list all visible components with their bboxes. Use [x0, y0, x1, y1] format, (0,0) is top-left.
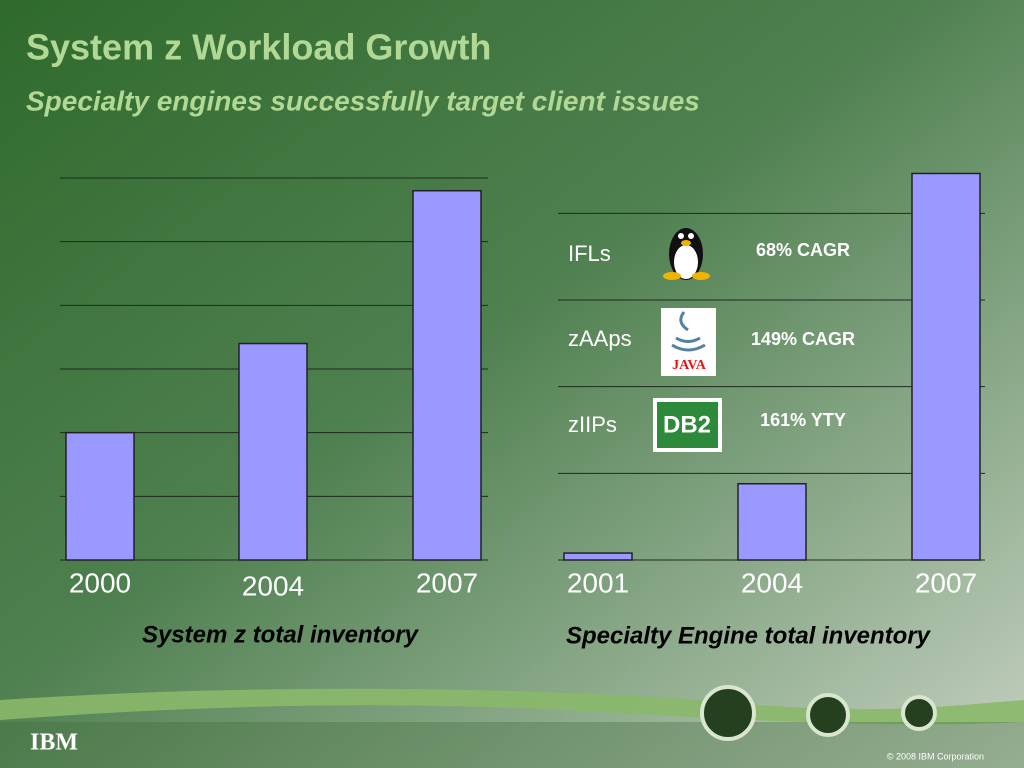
bar [911, 172, 981, 561]
x-axis-label: System z total inventory [142, 621, 420, 648]
java-logo: JAVA [661, 308, 716, 376]
bar [412, 189, 482, 561]
slide-subtitle: Specialty engines successfully target cl… [26, 85, 700, 116]
annotation-note: 68% CAGR [756, 240, 850, 260]
java-logo-text: JAVA [672, 358, 707, 373]
footer-band [0, 722, 1024, 768]
decor-circle [901, 695, 937, 731]
db2-logo: DB2 [653, 398, 722, 452]
x-tick-label: 2001 [567, 567, 629, 598]
bar [737, 482, 807, 561]
bar [563, 552, 633, 561]
footer-swoosh [0, 688, 1024, 725]
x-tick-label: 2004 [242, 570, 304, 601]
x-axis-label: Specialty Engine total inventory [566, 622, 932, 649]
annotation-note: 149% CAGR [751, 329, 855, 349]
slide-title: System z Workload Growth [26, 27, 491, 68]
annotation-label: IFLs [568, 241, 611, 266]
annotation-label: zIIPs [568, 412, 617, 437]
x-tick-label: 2007 [416, 567, 478, 598]
db2-logo-text: DB2 [663, 411, 711, 438]
bar [238, 342, 308, 561]
x-tick-label: 2004 [741, 567, 803, 598]
linux-logo [663, 228, 710, 280]
bar [65, 431, 135, 561]
x-tick-label: 2000 [69, 567, 131, 598]
annotation-label: zAAps [568, 326, 632, 351]
decor-circle [806, 693, 850, 737]
x-tick-label: 2007 [915, 567, 977, 598]
decor-circle [700, 685, 756, 741]
ibm-logo: IBM [30, 730, 78, 756]
copyright: © 2008 IBM Corporation [887, 751, 984, 761]
annotation-note: 161% YTY [760, 410, 846, 430]
